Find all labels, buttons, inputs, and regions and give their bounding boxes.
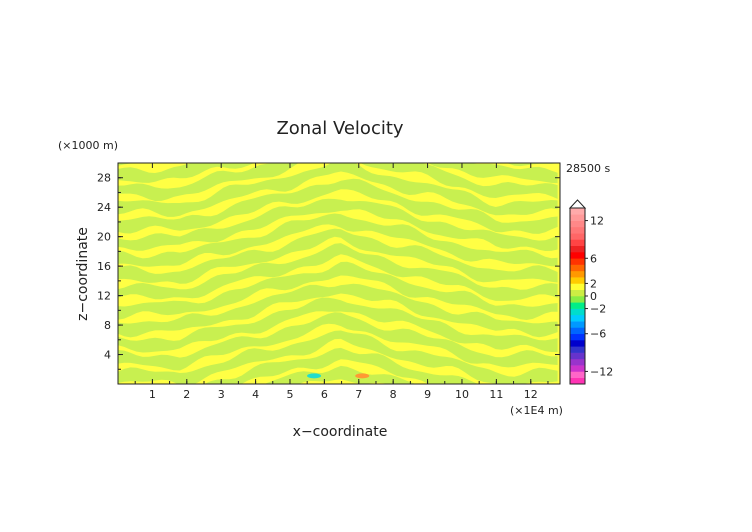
negative-band	[118, 163, 558, 184]
colorbar-swatch	[570, 377, 585, 385]
colorbar-swatch	[570, 283, 585, 291]
colorbar-swatch	[570, 245, 585, 253]
y-tick-label: 4	[104, 349, 111, 362]
negative-band	[203, 347, 480, 384]
velocity-field	[118, 0, 560, 384]
colorbar-swatch	[570, 264, 585, 272]
colorbar-swatch	[570, 226, 585, 234]
negative-band	[118, 163, 558, 201]
x-tick-label: 1	[149, 388, 156, 401]
colorbar-tick-label: 6	[590, 252, 597, 265]
y-unit-label: (×1000 m)	[58, 139, 118, 152]
colorbar-swatch	[570, 340, 585, 347]
negative-band	[264, 365, 416, 384]
negative-band	[118, 0, 558, 13]
colorbar-tick-label: 0	[590, 290, 597, 303]
x-tick-label: 5	[286, 388, 293, 401]
negative-band	[118, 243, 558, 301]
x-tick-label: 12	[524, 388, 538, 401]
y-tick-label: 12	[97, 290, 111, 303]
negative-band	[118, 0, 558, 30]
x-tick-label: 6	[321, 388, 328, 401]
negative-band	[118, 198, 558, 251]
y-tick-label: 24	[97, 201, 111, 214]
colorbar-swatch	[570, 308, 585, 316]
colorbar-swatch	[570, 302, 585, 309]
chart-title: Zonal Velocity	[276, 118, 403, 139]
positive-velocity-patch	[355, 373, 370, 379]
colorbar-swatch	[570, 314, 585, 322]
colorbar-swatch	[570, 321, 585, 328]
colorbar-swatch	[570, 371, 585, 379]
colorbar-swatch	[570, 333, 585, 341]
colorbar-swatch	[570, 252, 585, 259]
y-tick-label: 28	[97, 172, 111, 185]
colorbar-swatch	[570, 289, 585, 297]
y-axis-label: z−coordinate	[75, 227, 91, 321]
y-tick-label: 20	[97, 231, 111, 244]
x-tick-label: 3	[218, 388, 225, 401]
x-tick-label: 4	[252, 388, 259, 401]
negative-band	[118, 45, 558, 99]
colorbar-tick-label: 12	[590, 215, 604, 228]
x-axis-label: x−coordinate	[293, 424, 388, 440]
y-tick-label: 16	[97, 260, 111, 273]
x-tick-label: 10	[455, 388, 469, 401]
colorbar-swatch	[570, 233, 585, 240]
x-tick-label: 7	[355, 388, 362, 401]
colorbar-swatch	[570, 270, 585, 278]
negative-band	[118, 29, 558, 82]
negative-band	[118, 297, 558, 353]
negative-band	[118, 261, 558, 320]
colorbar-swatch	[570, 365, 585, 372]
negative-band	[118, 59, 558, 117]
colorbar-swatch	[570, 327, 585, 335]
colorbar-swatch	[570, 352, 585, 360]
x-tick-label: 9	[424, 388, 431, 401]
negative-band	[118, 178, 558, 234]
colorbar-swatch	[570, 239, 585, 247]
negative-band	[118, 330, 558, 384]
negative-band	[118, 0, 558, 48]
colorbar-tick-label: −12	[590, 365, 613, 378]
x-unit-label: (×1E4 m)	[510, 404, 563, 417]
colorbar-swatch	[570, 214, 585, 221]
colorbar-swatch	[570, 346, 585, 353]
x-tick-label: 2	[183, 388, 190, 401]
negative-band	[118, 7, 558, 66]
y-axis: 4 8 12 16 20 24 28	[97, 172, 560, 370]
x-tick-label: 11	[489, 388, 503, 401]
colorbar-tick-label: 2	[590, 277, 597, 290]
negative-band	[118, 228, 558, 284]
colorbar-swatch	[570, 258, 585, 265]
colorbar: 12 6 20−2 −6 −12	[568, 199, 613, 385]
negative-velocity-patch	[307, 373, 322, 379]
colorbar-extend-arrow	[568, 199, 587, 209]
plot-frame	[117, 162, 561, 385]
negative-band	[118, 163, 558, 217]
negative-band	[118, 312, 558, 371]
colorbar-swatch	[570, 208, 585, 215]
colorbar-tick-label: −2	[590, 303, 606, 316]
colorbar-swatch	[570, 296, 585, 303]
x-axis: 1 2 3 4 5 6 7 8 9 10 11 12	[134, 163, 549, 401]
negative-band	[118, 213, 558, 267]
colorbar-tick-label: −6	[590, 328, 606, 341]
x-tick-label: 8	[390, 388, 397, 401]
time-label: 28500 s	[566, 162, 610, 175]
colorbar-swatch	[570, 220, 585, 228]
colorbar-swatch	[570, 358, 585, 366]
colorbar-swatch	[570, 277, 585, 284]
y-tick-label: 8	[104, 319, 111, 332]
